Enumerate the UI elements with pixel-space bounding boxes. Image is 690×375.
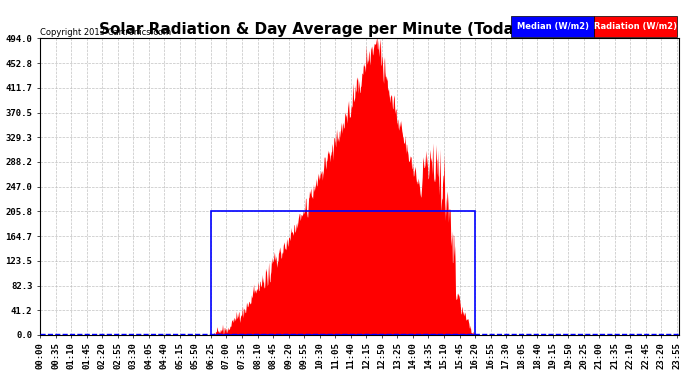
FancyBboxPatch shape (511, 16, 595, 37)
Text: Median (W/m2): Median (W/m2) (517, 22, 589, 31)
Text: Copyright 2013 Cartronics.com: Copyright 2013 Cartronics.com (40, 28, 171, 37)
Text: Radiation (W/m2): Radiation (W/m2) (595, 22, 678, 31)
FancyBboxPatch shape (595, 16, 678, 37)
Title: Solar Radiation & Day Average per Minute (Today) 20131122: Solar Radiation & Day Average per Minute… (99, 22, 620, 37)
Bar (211, 211, 475, 335)
